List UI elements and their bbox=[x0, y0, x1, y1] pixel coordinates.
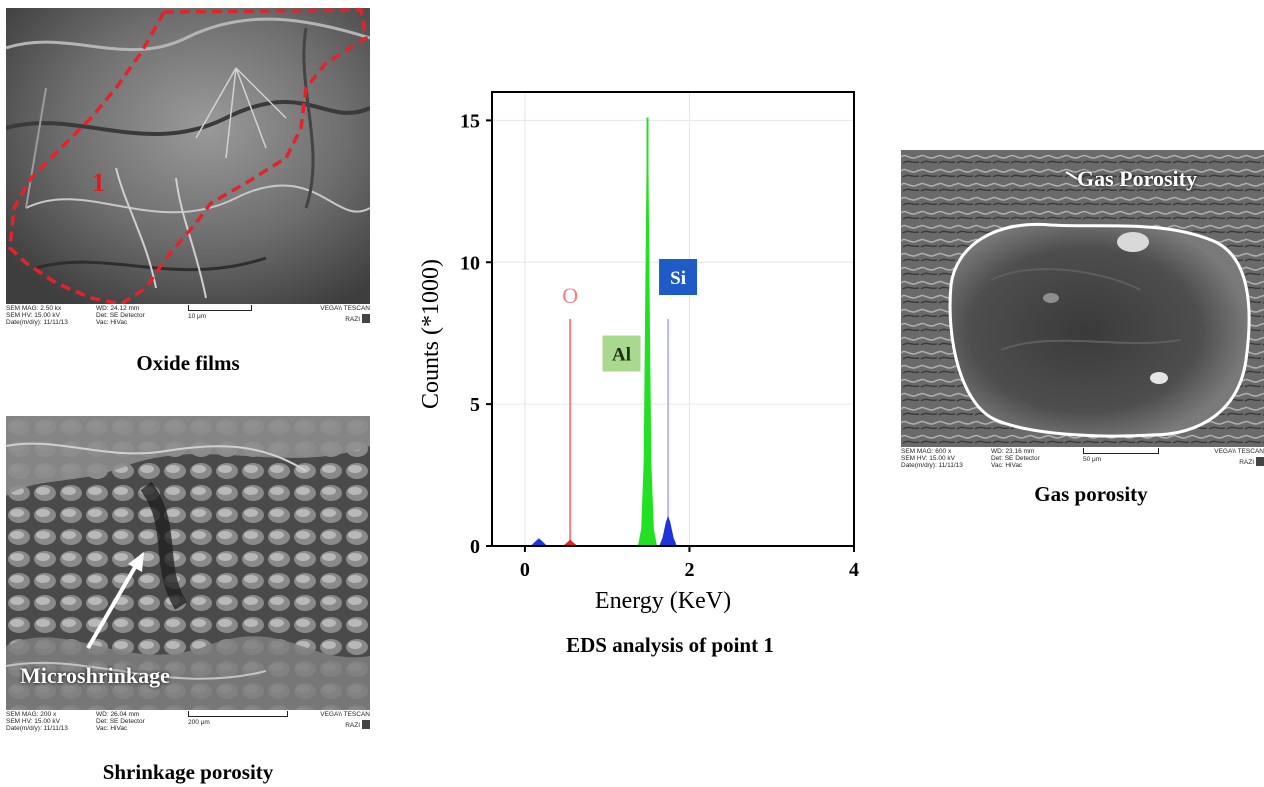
y-axis-label: Counts (*1000) bbox=[418, 259, 444, 409]
gas-porosity-sem-image: Gas Porosity bbox=[901, 150, 1264, 447]
eds-spectrum-chart: O Al Si 0 2 4 0 5 10 15 Energy (KeV) Counts (*1000) bbox=[418, 91, 859, 614]
sem-info-vac: Vac: HiVac bbox=[991, 462, 1023, 469]
sem-info-vac: Vac: HiVac bbox=[96, 725, 128, 732]
sem-info-vac: Vac: HiVac bbox=[96, 319, 128, 326]
scale-bar-label: 10 μm bbox=[188, 313, 207, 320]
sem-lab: RAZI bbox=[345, 316, 360, 323]
shrinkage-texture bbox=[6, 416, 370, 710]
plot-frame bbox=[491, 91, 855, 547]
scale-bar bbox=[188, 305, 252, 311]
gas-pore-outline bbox=[948, 222, 1251, 438]
y-tick-label: 0 bbox=[470, 536, 480, 558]
spectrum-peak-al bbox=[637, 117, 658, 547]
oxide-films-sem-info-bar: SEM MAG: 2.50 kx SEM HV: 15.00 kV Date(m… bbox=[6, 304, 370, 330]
oxide-films-texture bbox=[6, 8, 370, 304]
sem-info-det: Det: SE Detector bbox=[991, 455, 1040, 462]
peak-label-o: O bbox=[562, 283, 578, 308]
y-tick-label: 5 bbox=[470, 394, 480, 416]
x-tick-label: 4 bbox=[849, 559, 859, 581]
plot-background bbox=[492, 92, 854, 546]
gas-porosity-texture bbox=[901, 150, 1264, 447]
sem-info-wd: WD: 23.16 mm bbox=[991, 448, 1035, 455]
x-tick-label: 2 bbox=[684, 559, 694, 581]
sem-lab: RAZI bbox=[1239, 459, 1254, 466]
sem-lab: RAZI bbox=[345, 722, 360, 729]
oxide-films-caption: Oxide films bbox=[136, 351, 240, 375]
oxide-film-dashed-boundary bbox=[8, 8, 368, 304]
sem-info-det: Det: SE Detector bbox=[96, 312, 145, 319]
sem-info-wd: WD: 26.04 mm bbox=[96, 711, 140, 718]
scale-bar bbox=[188, 711, 288, 717]
y-tick-label: 10 bbox=[460, 252, 480, 274]
microshrinkage-arrow-icon bbox=[86, 560, 140, 650]
x-tick-label: 0 bbox=[520, 559, 530, 581]
scale-bar-label: 50 μm bbox=[1083, 456, 1102, 463]
peak-label-si: Si bbox=[670, 268, 686, 289]
razi-logo-icon bbox=[1256, 457, 1264, 466]
peak-label-al-box: Al bbox=[602, 335, 641, 372]
microshrinkage-label: Microshrinkage bbox=[20, 663, 170, 688]
gas-porosity-sem-info-bar: SEM MAG: 600 x SEM HV: 15.00 kV Date(m/d… bbox=[901, 447, 1264, 473]
point-1-label: 1 bbox=[92, 168, 105, 197]
oxide-films-sem-image: 1 bbox=[6, 8, 370, 304]
sem-info-date: Date(m/d/y): 11/11/13 bbox=[901, 462, 963, 469]
peak-label-si-box: Si bbox=[659, 259, 698, 295]
eds-caption: EDS analysis of point 1 bbox=[566, 633, 774, 657]
sem-info-hv: SEM HV: 15.00 kV bbox=[6, 718, 60, 725]
sem-info-hv: SEM HV: 15.00 kV bbox=[6, 312, 60, 319]
scale-bar bbox=[1083, 448, 1159, 454]
peak-label-si-box-bg bbox=[659, 259, 698, 295]
y-tick-label: 15 bbox=[460, 110, 480, 132]
shrinkage-sem-image: Microshrinkage bbox=[6, 416, 370, 710]
sem-info-date: Date(m/d/y): 11/11/13 bbox=[6, 319, 68, 326]
sem-brand: VEGA\\ TESCAN bbox=[320, 305, 370, 312]
spectrum-peak-si bbox=[659, 516, 678, 547]
peak-label-al-box-bg bbox=[602, 335, 641, 372]
sem-info-mag: SEM MAG: 2.50 kx bbox=[6, 305, 62, 312]
sem-info-mag: SEM MAG: 600 x bbox=[901, 448, 952, 455]
gas-porosity-caption: Gas porosity bbox=[1034, 482, 1148, 506]
peak-label-al: Al bbox=[612, 345, 631, 366]
shrinkage-sem-info-bar: SEM MAG: 200 x SEM HV: 15.00 kV Date(m/d… bbox=[6, 710, 370, 736]
sem-brand: VEGA\\ TESCAN bbox=[320, 711, 370, 718]
sem-info-hv: SEM HV: 15.00 kV bbox=[901, 455, 955, 462]
sem-brand: VEGA\\ TESCAN bbox=[1214, 448, 1264, 455]
sem-info-date: Date(m/d/y): 11/11/13 bbox=[6, 725, 68, 732]
sem-info-mag: SEM MAG: 200 x bbox=[6, 711, 57, 718]
scale-bar-label: 200 μm bbox=[188, 719, 210, 726]
gas-porosity-label: Gas Porosity bbox=[1077, 166, 1197, 191]
shrinkage-porosity-caption: Shrinkage porosity bbox=[102, 760, 274, 784]
razi-logo-icon bbox=[362, 314, 370, 323]
sem-info-wd: WD: 24.12 mm bbox=[96, 305, 140, 312]
razi-logo-icon bbox=[362, 720, 370, 729]
sem-info-det: Det: SE Detector bbox=[96, 718, 145, 725]
x-axis-label: Energy (KeV) bbox=[595, 588, 731, 614]
